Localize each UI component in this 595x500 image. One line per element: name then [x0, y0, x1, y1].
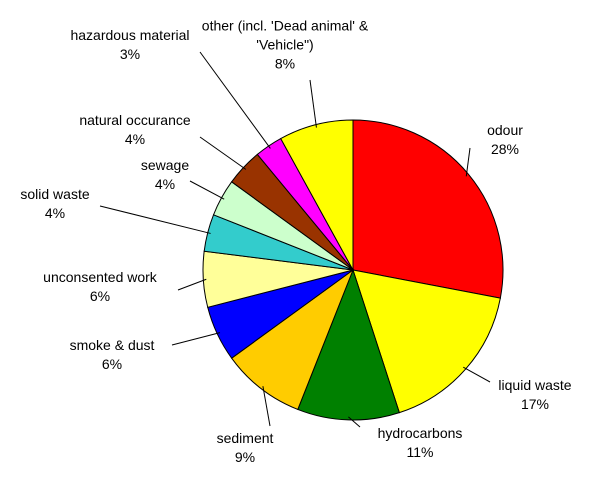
leader-line — [348, 416, 361, 428]
value-label: 3% — [119, 46, 141, 62]
slice-label: sediment 9% — [217, 429, 274, 467]
pie-slice — [352, 119, 504, 299]
leader-line — [199, 136, 247, 170]
slice-label: hazardous material 3% — [70, 26, 189, 64]
slice-label: sewage 4% — [141, 156, 189, 194]
value-label: 28% — [490, 141, 520, 157]
slice-label: solid waste 4% — [20, 185, 89, 223]
leader-line — [465, 147, 471, 177]
slice-label: other (incl. 'Dead animal' & 'Vehicle") 8… — [198, 17, 373, 74]
value-label: 6% — [101, 356, 123, 372]
category-label: hazardous material — [70, 27, 190, 43]
leader-line — [99, 205, 211, 234]
leader-line — [189, 180, 225, 200]
value-label: 17% — [520, 396, 550, 412]
slice-label: smoke & dust 6% — [70, 336, 155, 374]
leader-line — [177, 278, 207, 291]
value-label: 4% — [124, 131, 146, 147]
leader-line — [171, 332, 221, 346]
pie-slice — [230, 268, 355, 411]
value-label: 4% — [154, 176, 176, 192]
slice-label: natural occurance 4% — [79, 111, 190, 149]
category-label: natural occurance — [79, 112, 191, 128]
value-label: 11% — [406, 444, 434, 460]
slice-label: odour 28% — [487, 121, 523, 159]
category-label: liquid waste — [498, 377, 572, 393]
category-label: odour — [487, 122, 523, 138]
leader-line — [463, 366, 491, 383]
value-label: 9% — [234, 449, 256, 465]
category-label: other (incl. 'Dead animal' & 'Vehicle") — [201, 17, 369, 53]
value-label: 4% — [44, 205, 66, 221]
slice-label: unconsented work 6% — [43, 268, 157, 306]
category-label: hydrocarbons — [377, 425, 463, 441]
category-label: smoke & dust — [69, 337, 155, 353]
category-label: sediment — [216, 430, 274, 446]
slice-label: liquid waste 17% — [498, 376, 571, 414]
value-label: 6% — [89, 288, 111, 304]
pie-slice — [352, 269, 501, 414]
pie-slice — [297, 268, 400, 421]
value-label: 8% — [274, 55, 296, 72]
leader-line — [199, 51, 271, 149]
slice-label: hydrocarbons 11% — [378, 424, 463, 462]
category-label: sewage — [140, 157, 190, 173]
category-label: solid waste — [20, 186, 90, 202]
leader-line — [262, 386, 271, 427]
category-label: unconsented work — [43, 269, 157, 285]
leader-line — [309, 79, 317, 128]
